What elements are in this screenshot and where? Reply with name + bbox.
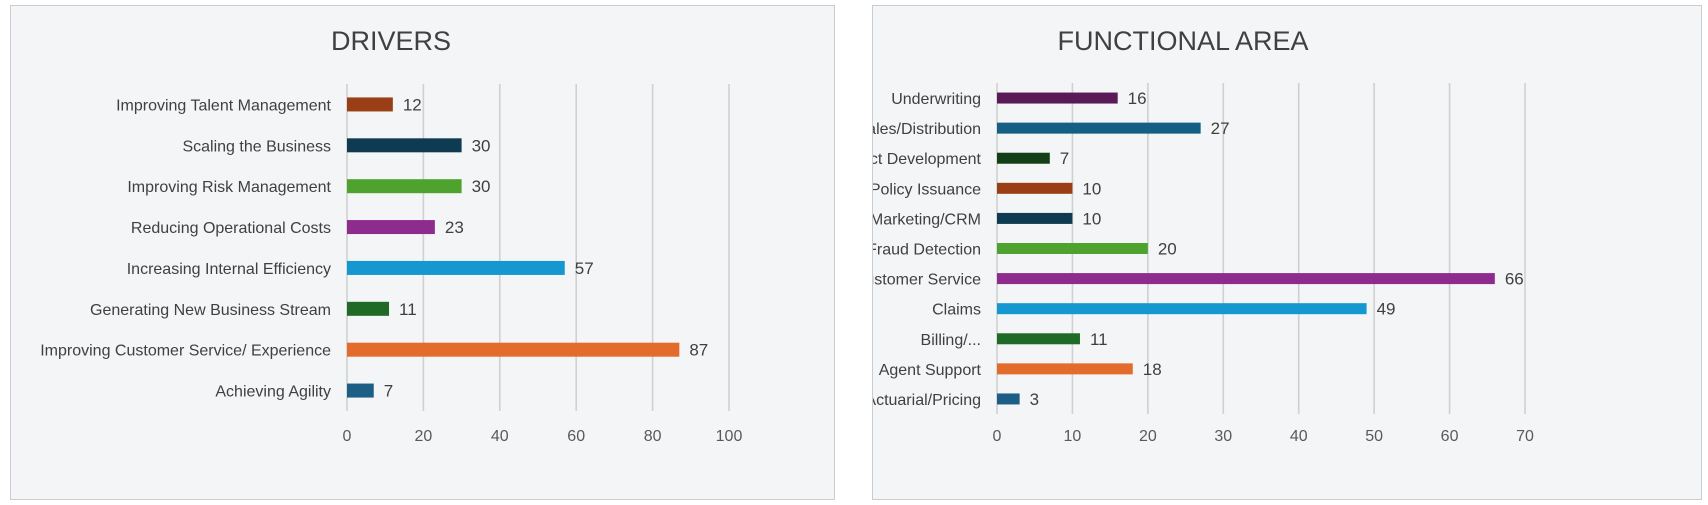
- functional-area-chart: FUNCTIONAL AREA Underwriting Sales/Distri…: [873, 26, 1534, 445]
- functional-area-category-label: Actuarial/Pricing: [873, 392, 981, 409]
- drivers-bar: [347, 97, 393, 112]
- drivers-bar: [347, 301, 390, 316]
- functional-area-category-label: Sales/Distribution: [873, 121, 981, 138]
- functional-area-bar: [997, 243, 1148, 254]
- functional-area-bar: [997, 273, 1495, 285]
- drivers-bar: [347, 138, 462, 153]
- drivers-category-label: Improving Talent Management: [116, 97, 331, 114]
- functional-area-tick-label: 30: [1214, 428, 1232, 445]
- functional-area-category-label: Marketing/CRM: [873, 211, 981, 228]
- functional-area-tick-label: 0: [993, 428, 1002, 445]
- drivers-bar: [347, 342, 680, 357]
- drivers-data-label: 11: [399, 300, 417, 319]
- drivers-tick-label: 0: [343, 428, 352, 445]
- functional-area-bar: [997, 122, 1201, 134]
- functional-area-data-label: 27: [1211, 119, 1230, 138]
- functional-area-category-label: Fraud Detection: [873, 242, 981, 259]
- functional-area-data-label: 20: [1158, 240, 1177, 259]
- drivers-tick-label: 100: [716, 428, 743, 445]
- drivers-category-label: Improving Customer Service/ Experience: [40, 343, 331, 360]
- drivers-tick-label: 20: [415, 428, 433, 445]
- functional-area-chart-panel: FUNCTIONAL AREA Underwriting Sales/Distri…: [872, 5, 1702, 500]
- drivers-tick-label: 40: [491, 428, 509, 445]
- functional-area-tick-label: 20: [1139, 428, 1157, 445]
- drivers-tick-label: 60: [567, 428, 585, 445]
- drivers-bar: [347, 260, 565, 275]
- drivers-bar: [347, 383, 374, 398]
- functional-area-chart-title: FUNCTIONAL AREA: [1057, 26, 1308, 56]
- functional-area-bar: [997, 182, 1073, 194]
- drivers-tick-label: 80: [644, 428, 662, 445]
- functional-area-tick-label: 60: [1441, 428, 1459, 445]
- functional-area-bar: [997, 303, 1367, 315]
- drivers-bar: [347, 220, 435, 235]
- functional-area-data-label: 49: [1377, 300, 1396, 319]
- functional-area-data-label: 18: [1143, 360, 1162, 379]
- drivers-category-label: Achieving Agility: [215, 384, 331, 401]
- functional-area-bar: [997, 92, 1118, 104]
- functional-area-category-label: Policy Issuance: [873, 181, 981, 198]
- functional-area-bar: [997, 333, 1080, 345]
- functional-area-category-label: Claims: [932, 302, 981, 319]
- functional-area-tick-label: 10: [1064, 428, 1082, 445]
- functional-area-data-label: 11: [1090, 330, 1108, 349]
- drivers-data-label: 12: [403, 95, 422, 114]
- functional-area-bar: [997, 393, 1020, 405]
- functional-area-category-label: Customer Service: [873, 272, 981, 289]
- functional-area-data-label: 66: [1505, 270, 1524, 289]
- functional-area-category-label: Product Development: [873, 151, 982, 168]
- functional-area-tick-label: 40: [1290, 428, 1308, 445]
- functional-area-bar: [997, 152, 1050, 164]
- functional-area-data-label: 10: [1082, 179, 1101, 198]
- functional-area-bar: [997, 363, 1133, 375]
- functional-area-tick-label: 50: [1365, 428, 1383, 445]
- functional-area-category-label: Billing/...: [921, 332, 981, 349]
- drivers-category-label: Generating New Business Stream: [90, 302, 331, 319]
- drivers-category-label: Reducing Operational Costs: [131, 220, 331, 237]
- drivers-data-label: 57: [575, 259, 594, 278]
- functional-area-tick-label: 70: [1516, 428, 1534, 445]
- drivers-data-label: 87: [689, 341, 708, 360]
- functional-area-data-label: 7: [1060, 149, 1069, 168]
- drivers-category-label: Improving Risk Management: [127, 179, 331, 196]
- drivers-data-label: 30: [472, 136, 491, 155]
- drivers-chart: DRIVERS Improving Talent Management Scali…: [40, 26, 743, 445]
- drivers-chart-title: DRIVERS: [331, 26, 451, 56]
- drivers-chart-panel: DRIVERS Improving Talent Management Scali…: [10, 5, 835, 500]
- functional-area-data-label: 3: [1030, 390, 1039, 409]
- functional-area-category-label: Underwriting: [891, 91, 981, 108]
- drivers-data-label: 23: [445, 218, 464, 237]
- drivers-data-label: 30: [472, 177, 491, 196]
- drivers-data-label: 7: [384, 382, 393, 401]
- functional-area-category-label: Agent Support: [879, 362, 982, 379]
- drivers-bar: [347, 179, 462, 194]
- drivers-category-label: Increasing Internal Efficiency: [127, 261, 331, 278]
- functional-area-bar: [997, 212, 1073, 224]
- drivers-category-label: Scaling the Business: [182, 138, 331, 155]
- functional-area-data-label: 10: [1082, 209, 1101, 228]
- functional-area-data-label: 16: [1128, 89, 1147, 108]
